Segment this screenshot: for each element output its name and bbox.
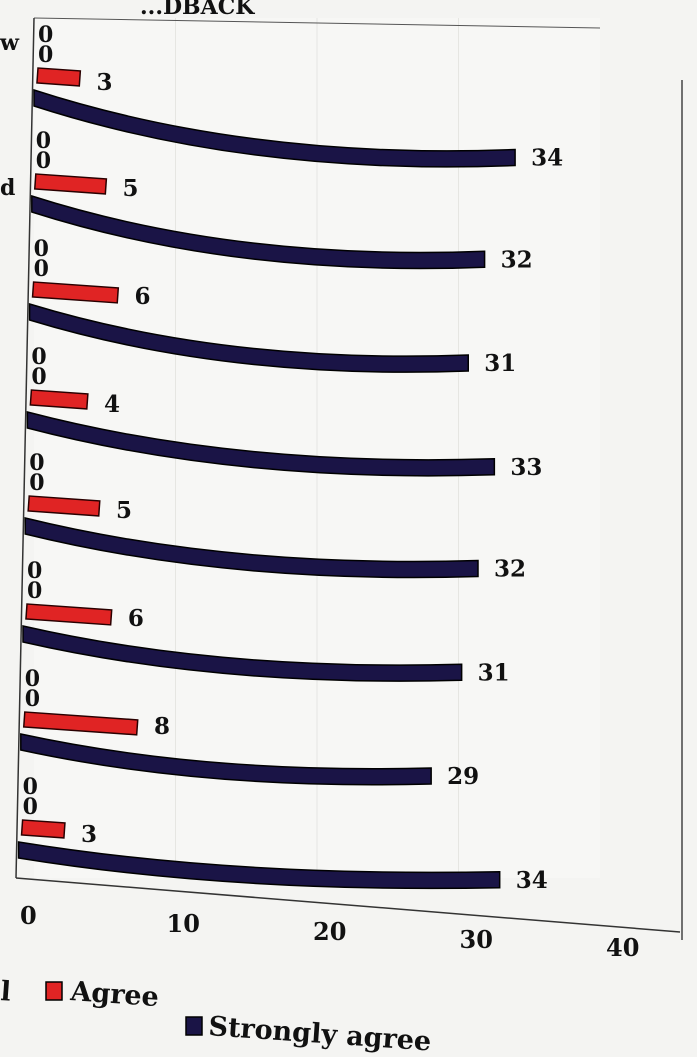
strongly-agree-bar bbox=[33, 88, 516, 168]
x-tick-label: 0 bbox=[20, 901, 37, 930]
zero-label: 0 bbox=[34, 236, 49, 262]
strongly-agree-value-label: 34 bbox=[531, 145, 563, 172]
zero-label: 0 bbox=[23, 774, 38, 800]
chart-title: ...DBACK bbox=[140, 0, 255, 20]
x-tick-label: 10 bbox=[167, 909, 200, 938]
agree-bar bbox=[22, 711, 139, 736]
zero-label: 0 bbox=[36, 128, 51, 154]
zero-label: 0 bbox=[29, 470, 44, 496]
y-axis-line bbox=[15, 17, 35, 879]
zero-label: 0 bbox=[38, 42, 53, 68]
x-axis-line bbox=[15, 877, 681, 933]
strongly-agree-value-label: 31 bbox=[484, 350, 516, 377]
category-label: w bbox=[0, 30, 20, 56]
legend-label: Strongly agree bbox=[208, 1011, 433, 1057]
agree-value-label: 3 bbox=[81, 821, 97, 848]
strongly-agree-bar bbox=[20, 733, 432, 786]
agree-value-label: 6 bbox=[128, 605, 144, 632]
zero-label: 0 bbox=[31, 364, 46, 390]
strongly-agree-value-label: 32 bbox=[501, 246, 533, 273]
strongly-agree-value-label: 31 bbox=[478, 659, 510, 686]
agree-bar bbox=[31, 281, 120, 304]
bar-group bbox=[17, 67, 516, 890]
x-tick-label: 20 bbox=[313, 917, 346, 946]
strongly-agree-bar bbox=[28, 302, 469, 373]
zero-label: 0 bbox=[34, 256, 49, 282]
zero-label: 0 bbox=[27, 578, 42, 604]
agree-value-label: 5 bbox=[123, 175, 139, 202]
zero-label: 0 bbox=[25, 666, 40, 692]
strongly-agree-bar bbox=[24, 517, 479, 579]
zero-label: 0 bbox=[38, 22, 53, 48]
zero-label: 0 bbox=[23, 794, 38, 820]
x-tick-label: 30 bbox=[460, 925, 493, 954]
agree-bar bbox=[36, 67, 82, 87]
plot-top-border bbox=[33, 17, 601, 29]
strongly-agree-value-label: 34 bbox=[516, 867, 548, 894]
x-tick-group: 0 10 20 30 40 bbox=[20, 901, 639, 962]
strongly-agree-bar bbox=[22, 625, 463, 682]
agree-bar bbox=[29, 389, 89, 410]
strongly-agree-bar bbox=[31, 194, 486, 270]
category-label-group: wd bbox=[0, 30, 20, 201]
zero-label: 0 bbox=[36, 148, 51, 174]
zero-label: 0 bbox=[27, 558, 42, 584]
legend: l Agree Strongly agree bbox=[0, 976, 432, 1057]
agree-bar bbox=[27, 495, 101, 517]
strongly-agree-value-label: 32 bbox=[494, 556, 526, 583]
strongly-agree-value-label: 33 bbox=[510, 454, 542, 481]
agree-bar bbox=[20, 819, 66, 839]
legend-label: l bbox=[0, 976, 12, 1008]
strongly-agree-bar bbox=[26, 411, 496, 477]
agree-value-label: 6 bbox=[135, 283, 151, 310]
category-label: d bbox=[0, 175, 15, 201]
agree-value-label: 8 bbox=[154, 713, 170, 740]
agree-value-label: 5 bbox=[116, 497, 132, 524]
agree-value-label: 3 bbox=[96, 69, 112, 96]
agree-bar bbox=[25, 603, 113, 626]
agree-value-label: 4 bbox=[104, 391, 120, 418]
strongly-agree-value-label: 29 bbox=[447, 763, 479, 790]
legend-swatch bbox=[45, 981, 63, 1001]
strongly-agree-bar bbox=[17, 841, 501, 890]
zero-label: 0 bbox=[25, 686, 40, 712]
zero-label: 0 bbox=[31, 344, 46, 370]
x-tick-label: 40 bbox=[606, 933, 639, 962]
zero-label: 0 bbox=[29, 450, 44, 476]
legend-label: Agree bbox=[69, 976, 160, 1013]
agree-bar bbox=[33, 173, 108, 195]
legend-swatch bbox=[185, 1016, 203, 1036]
